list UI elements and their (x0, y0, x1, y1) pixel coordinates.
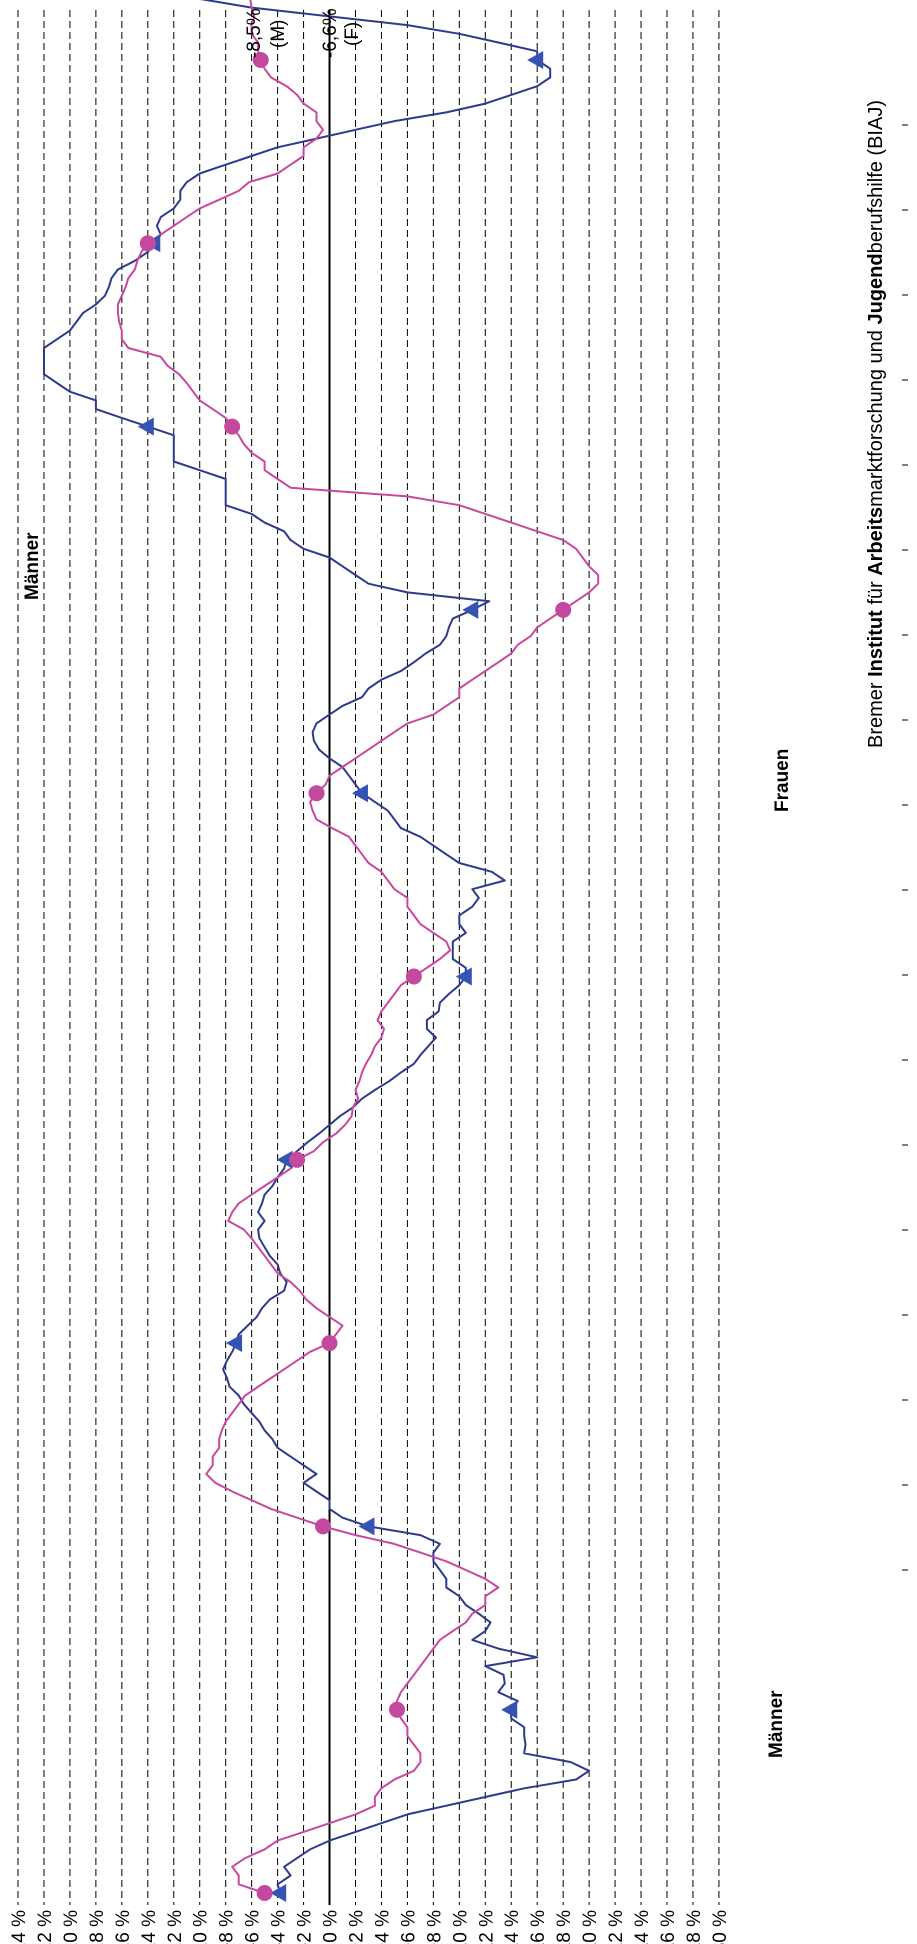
value-axis-tick-labels: -24 % -22 % -20 % -18 % -16 % -14 % -12 % -10 %… (9, 1910, 731, 1944)
marker-frauen (321, 1335, 338, 1352)
series-line-maenner (43, 0, 591, 1894)
marker-frauen (308, 785, 325, 802)
end-label-m-series: (M) (268, 20, 289, 48)
tick-label: +24 % (632, 1910, 653, 1944)
tick-label: +18 % (554, 1910, 575, 1944)
tick-label: +28 % (684, 1910, 705, 1944)
tick-label: +8 % (424, 1910, 445, 1944)
tick-label: +30 % (710, 1910, 731, 1944)
tick-label: -6 % (243, 1910, 264, 1944)
label-maenner-lower: Männer (766, 1690, 787, 1758)
marker-frauen (139, 235, 156, 252)
tick-label: +4 % (372, 1910, 393, 1944)
grid-lines (17, 10, 720, 1905)
tick-label: +10 % (450, 1910, 471, 1944)
end-label-m: -8,5% (244, 8, 265, 58)
marker-maenner (351, 784, 368, 803)
source-note: Bremer Institut für Arbeitsmarktforschun… (865, 100, 887, 748)
tick-label: +26 % (658, 1910, 679, 1944)
source-part-5: marktforschung und (865, 325, 887, 507)
tick-label: 0 % (321, 1910, 342, 1943)
tick-label: -16 % (113, 1910, 134, 1944)
marker-maenner (501, 1700, 518, 1719)
series-lines (43, 0, 600, 1894)
source-part-4: Arbeits (865, 507, 887, 576)
tick-label: -22 % (35, 1910, 56, 1944)
tick-label: -24 % (9, 1910, 30, 1944)
tick-label: +6 % (398, 1910, 419, 1944)
marker-frauen (252, 52, 269, 68)
label-frauen: Frauen (772, 749, 793, 812)
end-label-f: -6,6% (320, 8, 341, 58)
source-part-7: berufshilfe (BIAJ) (865, 100, 887, 253)
tick-label: -10 % (191, 1910, 212, 1944)
end-label-f-series: (F) (342, 22, 363, 46)
marker-frauen (389, 1701, 406, 1718)
marker-maenner (527, 51, 544, 69)
tick-label: -18 % (87, 1910, 108, 1944)
marker-maenner (226, 1334, 243, 1353)
marker-frauen (224, 418, 241, 435)
tick-label: -4 % (269, 1910, 290, 1944)
tick-label: +12 % (476, 1910, 497, 1944)
tick-label: +16 % (528, 1910, 549, 1944)
marker-maenner (455, 967, 472, 986)
tick-label: -20 % (61, 1910, 82, 1944)
marker-maenner (137, 417, 154, 436)
source-part-3: für (865, 576, 887, 610)
source-part-1: Bremer (865, 677, 887, 748)
tick-label: +20 % (580, 1910, 601, 1944)
tick-label: -2 % (295, 1910, 316, 1944)
time-separator-ticks (902, 124, 908, 1571)
marker-maenner (358, 1517, 375, 1536)
marker-frauen (289, 1151, 306, 1168)
series-line-frauen (116, 0, 600, 1894)
marker-maenner (270, 1884, 287, 1902)
marker-frauen (405, 968, 422, 985)
marker-maenner (276, 1150, 293, 1169)
tick-label: -12 % (165, 1910, 186, 1944)
tick-label: -14 % (139, 1910, 160, 1944)
source-part-6: Jugend (865, 253, 887, 324)
label-maenner-upper: Männer (22, 532, 43, 600)
source-part-2: Institut (865, 610, 887, 677)
tick-label: -8 % (217, 1910, 238, 1944)
marker-maenner (462, 600, 479, 619)
series-markers (137, 51, 572, 1902)
marker-frauen (315, 1518, 332, 1535)
marker-frauen (555, 601, 572, 618)
tick-label: +22 % (606, 1910, 627, 1944)
tick-label: +14 % (502, 1910, 523, 1944)
tick-label: +2 % (346, 1910, 367, 1944)
marker-frauen (256, 1885, 273, 1901)
